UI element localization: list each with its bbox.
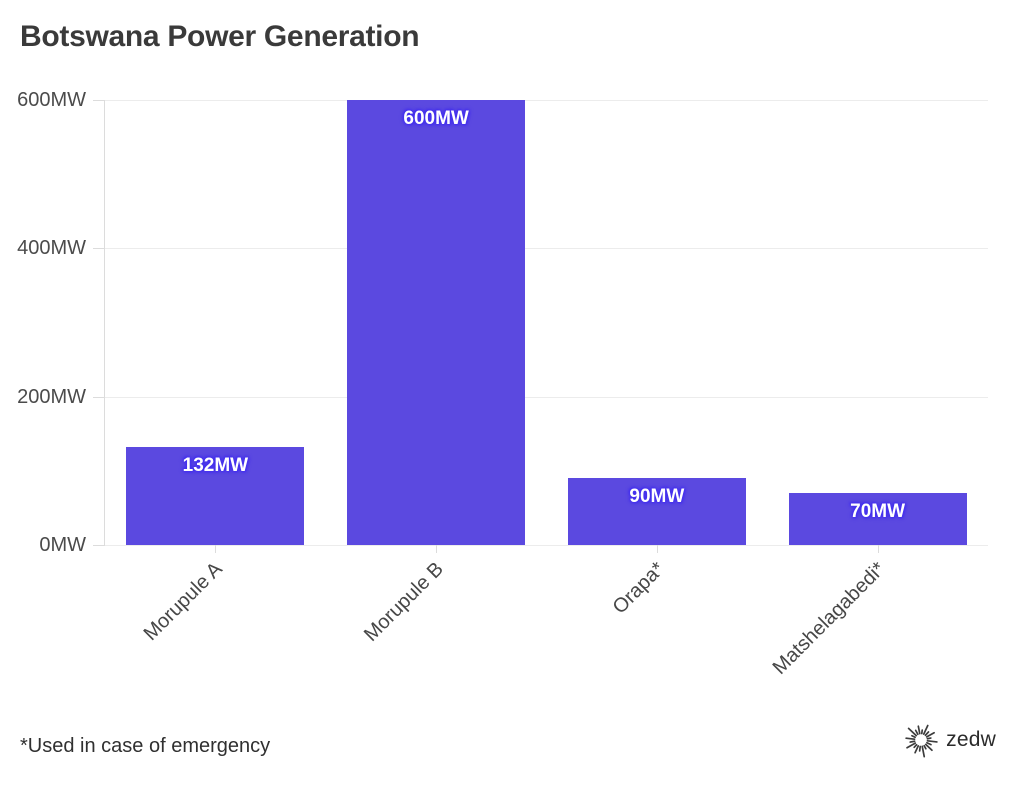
x-tick-label: Morupule B [359, 558, 448, 646]
y-tick-label: 200MW [17, 385, 86, 408]
x-axis-tick [656, 545, 658, 553]
x-tick-label: Matshelagabedi* [768, 558, 890, 679]
bar-value-label: 70MW [850, 501, 906, 523]
y-tick-label: 0MW [39, 534, 86, 556]
y-axis-tick [93, 396, 105, 398]
bar-value-label: 90MW [629, 486, 685, 508]
y-tick-label: 400MW [17, 237, 86, 260]
brand-logo: zedw [903, 722, 996, 758]
bar: 132MW [126, 447, 305, 545]
footnote: *Used in case of emergency [20, 735, 271, 757]
gridline [105, 396, 988, 398]
x-tick-label: Orapa* [608, 558, 669, 619]
chart-title: Botswana Power Generation [20, 20, 420, 53]
y-axis-line [104, 100, 105, 545]
x-axis-tick [436, 545, 438, 553]
bar-value-label: 600MW [403, 108, 469, 129]
bar: 90MW [567, 478, 746, 545]
x-axis-tick [215, 545, 217, 553]
y-tick-label: 600MW [17, 89, 86, 111]
x-tick-label: Morupule A [139, 558, 227, 646]
y-axis-tick [93, 545, 105, 546]
bar: 600MW [347, 100, 526, 545]
x-axis-tick [877, 545, 879, 553]
starburst-icon [905, 724, 938, 758]
brand-logo-text: zedw [946, 728, 996, 751]
y-axis-tick [93, 248, 105, 250]
bar: 70MW [788, 493, 967, 545]
gridline [105, 248, 988, 250]
y-axis-tick [93, 100, 105, 101]
bar-value-label: 132MW [182, 455, 249, 477]
gridline [105, 545, 988, 546]
gridline [105, 100, 988, 101]
